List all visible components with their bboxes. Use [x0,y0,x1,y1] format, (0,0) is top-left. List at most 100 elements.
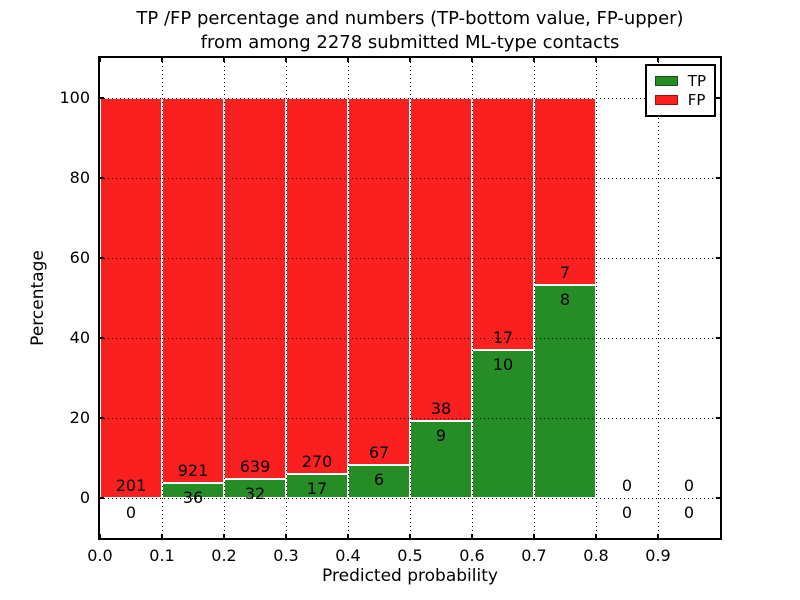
x-tick-mark [409,534,411,538]
fp-color-swatch [654,95,678,105]
bar-segment-tp [534,284,596,498]
legend-label-tp: TP [687,72,706,90]
x-tick-label: 0.8 [583,546,609,565]
x-tick-mark [657,534,659,538]
bar-count-label-tp: 17 [306,479,328,499]
bar-segment-fp [410,98,472,422]
bar-segment-fp [348,98,410,466]
x-tick-mark [347,58,349,62]
bar-count-label-fp: 7 [559,262,571,282]
bar-segment-tp [410,421,472,498]
y-tick-mark [716,177,720,179]
x-tick-mark [161,534,163,538]
x-tick-mark [99,534,101,538]
bar-count-label-tp: 10 [492,354,514,374]
chart-title-line1: TP /FP percentage and numbers (TP-bottom… [136,8,684,29]
y-tick-label: 0 [79,488,90,507]
y-tick-mark [100,257,104,259]
x-tick-label: 0.9 [645,546,671,565]
y-tick-mark [716,97,720,99]
x-tick-label: 0.0 [87,546,113,565]
bar-count-label-fp: 67 [368,443,390,463]
legend-entry-fp: FP [654,91,706,109]
y-tick-mark [100,177,104,179]
x-tick-label: 0.2 [211,546,237,565]
chart-title-line2: from among 2278 submitted ML-type contac… [200,32,620,53]
gridline-vertical [471,58,473,538]
bar-segment-fp [224,98,286,479]
bar-count-label-fp: 0 [683,476,695,495]
legend: TP FP [644,64,716,117]
bar-segment-fp [100,98,162,498]
bar-segment-tp [348,465,410,498]
y-tick-label: 40 [69,328,90,347]
gridline-vertical [223,58,225,538]
y-tick-mark [100,337,104,339]
x-tick-label: 0.6 [459,546,485,565]
legend-entry-tp: TP [654,72,706,90]
bar-count-label-tp: 36 [182,487,204,507]
x-tick-label: 0.5 [397,546,423,565]
bar-count-label-tp: 0 [683,503,695,522]
x-tick-label: 0.1 [149,546,175,565]
y-tick-mark [716,417,720,419]
bar-count-label-fp: 639 [239,456,271,476]
y-tick-mark [100,417,104,419]
x-tick-label: 0.7 [521,546,547,565]
y-tick-mark [100,97,104,99]
x-tick-mark [533,534,535,538]
x-tick-mark [595,58,597,62]
y-tick-mark [716,257,720,259]
legend-label-fp: FP [687,91,706,109]
bar-segment-fp [534,98,596,285]
x-tick-mark [161,58,163,62]
x-tick-mark [285,58,287,62]
x-tick-mark [347,534,349,538]
bar-count-label-tp: 9 [435,426,447,446]
chart-title: TP /FP percentage and numbers (TP-bottom… [136,7,683,55]
bar-count-label-tp: 6 [373,470,385,490]
x-tick-mark [533,58,535,62]
bar-count-label-fp: 38 [430,399,452,419]
y-tick-mark [716,337,720,339]
gridline-vertical [285,58,287,538]
y-tick-label: 60 [69,248,90,267]
bar-segment-tp [472,349,534,498]
y-tick-mark [100,497,104,499]
tp-color-swatch [654,76,678,86]
x-tick-mark [471,58,473,62]
x-tick-mark [471,534,473,538]
x-tick-mark [409,58,411,62]
bar-count-label-fp: 921 [177,460,209,480]
y-tick-mark [716,497,720,499]
gridline-vertical [657,58,659,538]
gridline-vertical [533,58,535,538]
x-tick-mark [223,534,225,538]
bar-count-label-tp: 0 [125,503,137,522]
x-axis-label: Predicted probability [322,566,498,586]
gridline-vertical [347,58,349,538]
y-tick-label: 20 [69,408,90,427]
x-tick-mark [223,58,225,62]
x-tick-label: 0.3 [273,546,299,565]
x-tick-label: 0.4 [335,546,361,565]
x-tick-mark [285,534,287,538]
gridline-vertical [161,58,163,538]
gridline-vertical [595,58,597,538]
plot-area: TP FP 201 0 921 36 639 32 270 17 67 6 38 9 17 10 7 8 0 0 0… [98,56,722,540]
bar-count-label-fp: 201 [115,476,147,495]
x-tick-mark [595,534,597,538]
bar-segment-fp [286,98,348,475]
y-tick-label: 80 [69,168,90,187]
x-tick-mark [99,58,101,62]
bar-segment-fp [472,98,534,350]
bar-count-label-tp: 0 [621,503,633,522]
bar-count-label-tp: 8 [559,289,571,309]
gridline-vertical [409,58,411,538]
bar-count-label-fp: 17 [492,327,514,347]
bar-count-label-tp: 32 [244,483,266,503]
x-tick-mark [657,58,659,62]
y-tick-label: 100 [59,88,90,107]
bar-count-label-fp: 270 [301,452,333,472]
